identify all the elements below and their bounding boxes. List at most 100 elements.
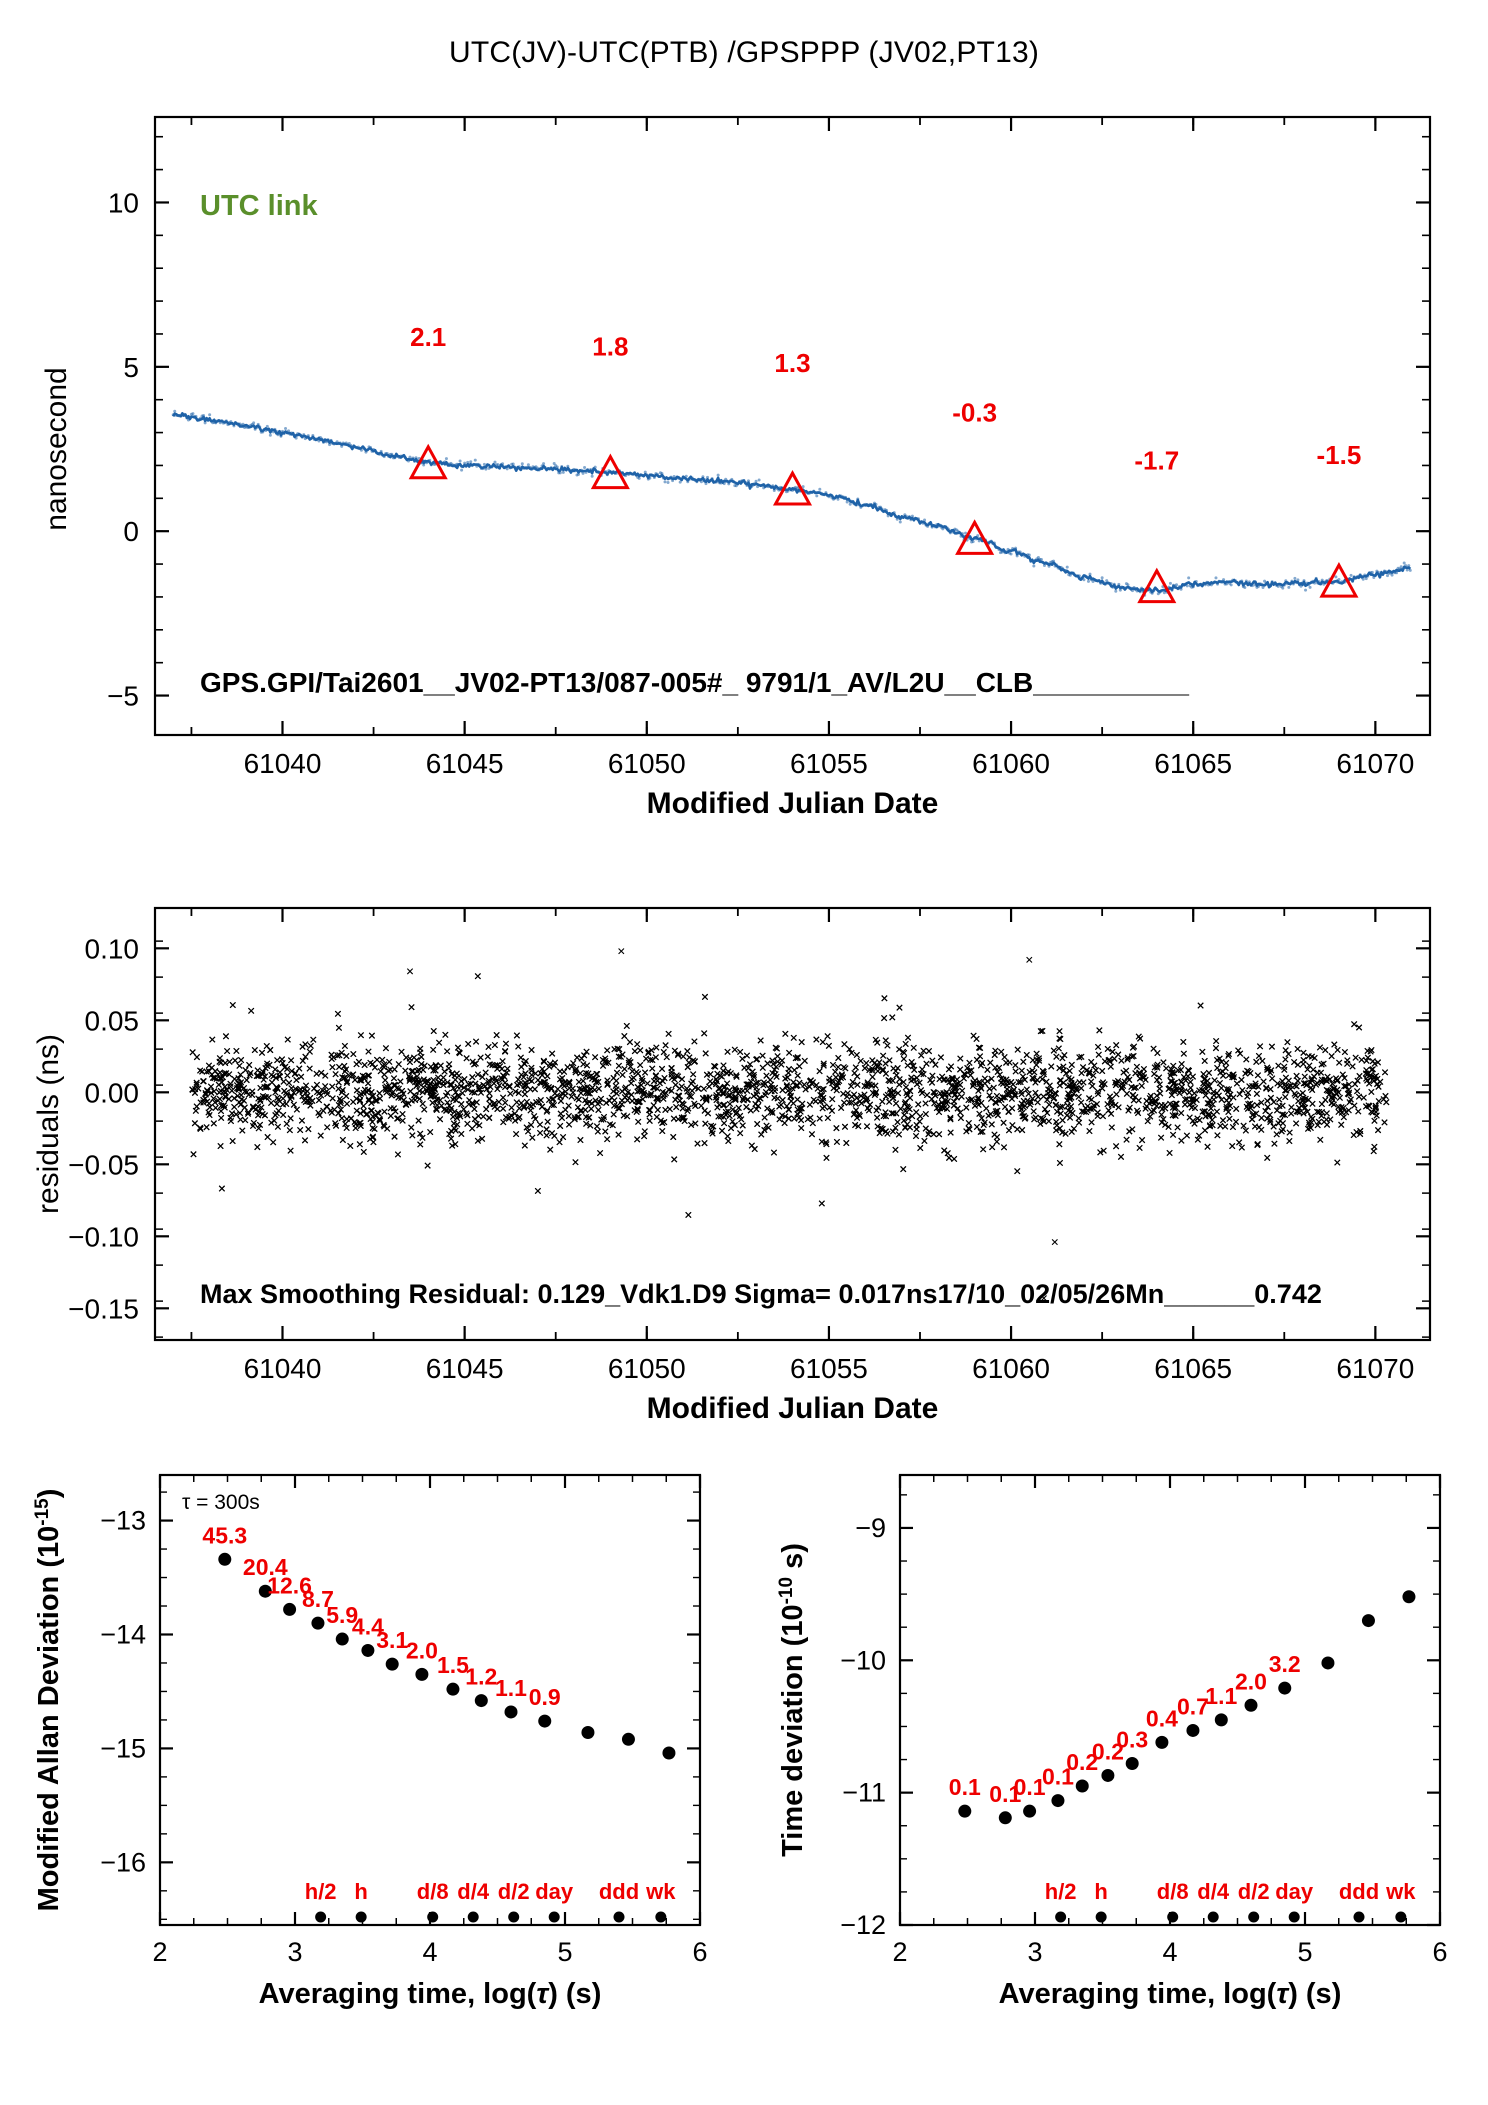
utc-point-label: -0.3 <box>952 397 997 427</box>
stability-point-label: 20.4 <box>243 1554 288 1580</box>
tau-scale-label: ddd <box>1339 1879 1379 1904</box>
svg-text:−0.15: −0.15 <box>68 1293 139 1324</box>
stability-data-point <box>1051 1794 1065 1808</box>
stability-data-point <box>1125 1757 1139 1771</box>
stability-data-point <box>958 1804 972 1818</box>
stability-data-point <box>415 1667 429 1681</box>
panel-mdev: 2 3 4 5 6 −16 −15 −14 −13 45.3 20.4 12.6 8.7 5.9 4.4 3.… <box>0 1455 760 2105</box>
svg-text:61050: 61050 <box>608 748 686 779</box>
stability-data-point <box>1214 1713 1228 1727</box>
utc-point-label: 1.3 <box>774 348 810 378</box>
svg-text:61045: 61045 <box>426 748 504 779</box>
tdev-x-axis-label: Averaging time, log(τ) (s) <box>999 1978 1342 2010</box>
utc-point-marker <box>772 469 813 506</box>
stability-data-point <box>1402 1590 1416 1604</box>
svg-text:−5: −5 <box>107 681 139 712</box>
tau-scale-label: day <box>535 1879 574 1904</box>
svg-text:61070: 61070 <box>1336 748 1414 779</box>
stability-data-point <box>621 1732 635 1746</box>
panel-residuals: 61040 61045 61050 61055 61060 61065 61070 −0.15… <box>0 890 1488 1450</box>
residual-point-cloud <box>189 948 1390 1302</box>
utc-point-label: -1.7 <box>1134 446 1179 476</box>
stability-point-label: 1.1 <box>1205 1683 1237 1709</box>
svg-text:61060: 61060 <box>972 1353 1050 1384</box>
utc-point-marker <box>955 519 995 555</box>
stability-point-label: 0.1 <box>989 1781 1021 1807</box>
utc-point-label: 2.1 <box>410 322 446 352</box>
utc-point-label: -1.5 <box>1317 440 1362 470</box>
panel-phase: 61040 61045 61050 61055 61060 61065 61070 −5 0 5 1… <box>0 95 1488 885</box>
panel-phase-footer: GPS.GPI/Tai2601__JV02-PT13/087-005#_ 979… <box>200 667 1189 698</box>
tau-note: τ = 300s <box>182 1491 260 1514</box>
svg-text:0.00: 0.00 <box>85 1077 140 1108</box>
stability-data-point <box>538 1714 552 1728</box>
stability-data-point <box>335 1632 349 1646</box>
utc-point-label: 1.8 <box>592 332 628 362</box>
stability-point-label: 0.3 <box>1116 1727 1148 1753</box>
stability-data-point <box>1244 1698 1258 1712</box>
residuals-x-axis-label: Modified Julian Date <box>647 1392 939 1425</box>
utc-point-marker <box>408 443 448 480</box>
stability-data-point <box>361 1643 375 1657</box>
tau-scale-label: h <box>1094 1879 1107 1904</box>
tau-scale-label: d/8 <box>1157 1879 1189 1904</box>
panel-residuals-footer: Max Smoothing Residual: 0.129_Vdk1.D9 Si… <box>200 1279 1322 1309</box>
stability-point-label: 4.4 <box>352 1613 384 1639</box>
stability-data-point <box>1155 1735 1169 1749</box>
tau-scale-label: d/2 <box>498 1879 530 1904</box>
svg-text:61040: 61040 <box>244 748 322 779</box>
stability-point-label: 1.2 <box>465 1664 497 1690</box>
tau-scale-label: d/4 <box>1197 1879 1230 1904</box>
svg-text:61060: 61060 <box>972 748 1050 779</box>
utc-point-marker <box>1137 567 1177 604</box>
stability-data-point <box>1186 1723 1200 1737</box>
tdev-plot-area: 2 3 4 5 6−12−11−10−90.1 0.10.10.10.20.20.30.4… <box>776 1473 1448 2010</box>
tau-scale-label: wk <box>645 1879 676 1904</box>
page-title-text: UTC(JV)-UTC(PTB) /GPSPPP (JV02,PT13) <box>448 36 1040 69</box>
stability-data-point <box>1075 1779 1089 1793</box>
stability-data-point <box>1321 1656 1335 1670</box>
stability-data-point <box>258 1584 272 1598</box>
svg-text:61065: 61065 <box>1154 1353 1232 1384</box>
tau-scale-label: day <box>1275 1879 1314 1904</box>
utc-point-marker <box>1319 562 1359 598</box>
svg-text:61055: 61055 <box>790 1353 868 1384</box>
stability-point-label: 1.5 <box>437 1652 469 1678</box>
utc-link-badge: UTC link <box>200 190 318 222</box>
stability-point-label: 0.2 <box>1092 1738 1124 1764</box>
stability-data-point <box>1361 1614 1375 1628</box>
svg-text:5: 5 <box>123 352 139 383</box>
stability-point-label: 2.0 <box>406 1637 438 1663</box>
svg-text:−0.05: −0.05 <box>68 1149 139 1180</box>
stability-data-point <box>474 1694 488 1708</box>
stability-point-label: 5.9 <box>326 1602 358 1628</box>
stability-data-point <box>446 1682 460 1696</box>
svg-text:61070: 61070 <box>1336 1353 1414 1384</box>
tau-scale-label: h/2 <box>1045 1879 1077 1904</box>
stability-data-point <box>581 1725 595 1739</box>
tau-scale-label: d/8 <box>417 1879 449 1904</box>
svg-text:61040: 61040 <box>244 1353 322 1384</box>
stability-data-point <box>283 1602 297 1616</box>
svg-text:61065: 61065 <box>1154 748 1232 779</box>
stability-data-point <box>218 1552 232 1566</box>
svg-text:61045: 61045 <box>426 1353 504 1384</box>
stability-data-point <box>1023 1804 1037 1818</box>
stability-data-point <box>998 1811 1012 1825</box>
tau-scale-label: wk <box>1385 1879 1416 1904</box>
stability-point-label: 3.2 <box>1269 1651 1301 1677</box>
mdev-x-axis-label: Averaging time, log(τ) (s) <box>259 1978 602 2010</box>
stability-data-point <box>1278 1681 1292 1695</box>
stability-data-point <box>504 1705 518 1719</box>
stability-point-label: 0.1 <box>1042 1764 1074 1790</box>
stability-point-label: 2.0 <box>1235 1668 1267 1694</box>
stability-point-label: 8.7 <box>302 1586 334 1612</box>
tau-scale-label: ddd <box>599 1879 639 1904</box>
panel-tdev: 2 3 4 5 6 −12 −11 −10 −9 0.1 0.1 0.1 0.1 0.2 0.2 0.3 0.4… <box>750 1455 1488 2105</box>
tau-scale-label: d/2 <box>1238 1879 1270 1904</box>
stability-point-label: 0.4 <box>1146 1705 1178 1731</box>
mdev-plot-area: 2 3 4 5 6−16−15−14−13 45.320.412.68.75.94.43.… <box>32 1473 708 2010</box>
stability-point-label: 3.1 <box>376 1627 408 1653</box>
svg-text:61055: 61055 <box>790 748 868 779</box>
tau-scale-label: h <box>354 1879 367 1904</box>
